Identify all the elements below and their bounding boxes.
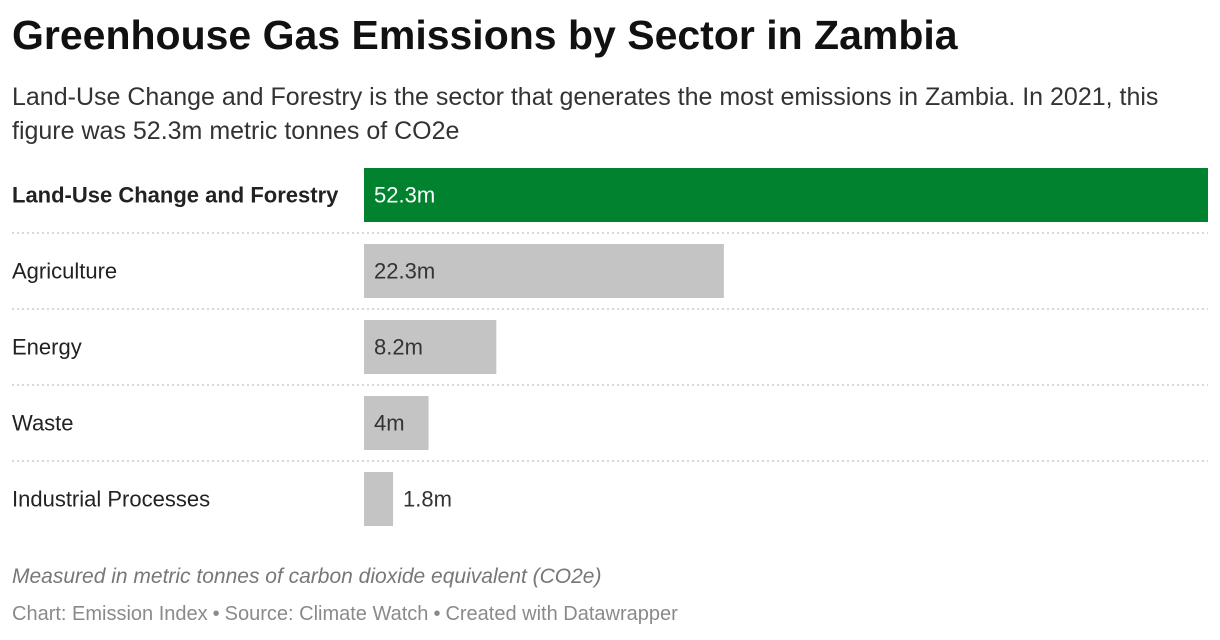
byline-source: Source: Climate Watch [224,603,429,625]
chart-subtitle: Land-Use Change and Forestry is the sect… [12,83,1159,145]
bar [364,244,724,298]
bar [364,396,429,450]
value-label: 22.3m [374,259,435,284]
chart-byline: Chart: Emission Index • Source: Climate Wa… [12,603,678,626]
value-label: 8.2m [374,335,423,360]
bar-chart: Land-Use Change and Forestry 52.3m Agricul… [12,168,1208,526]
category-label: Land-Use Change and Forestry [12,183,339,208]
category-label: Energy [12,335,82,360]
byline-separator: • [212,603,220,625]
value-label: 52.3m [374,183,435,208]
value-label: 1.8m [403,487,452,512]
chart-title: Greenhouse Gas Emissions by Sector in Za… [12,12,958,58]
category-label: Waste [12,411,74,436]
chart-notes: Measured in metric tonnes of carbon diox… [12,565,602,588]
category-label: Agriculture [12,259,117,284]
value-label: 4m [374,411,405,436]
bar [364,168,1208,222]
byline-credit: Chart: Emission Index [12,603,208,625]
byline-separator: • [433,603,441,625]
category-label: Industrial Processes [12,487,210,512]
byline-tool: Created with Datawrapper [445,603,678,625]
bar [364,472,394,526]
bar [364,320,497,374]
